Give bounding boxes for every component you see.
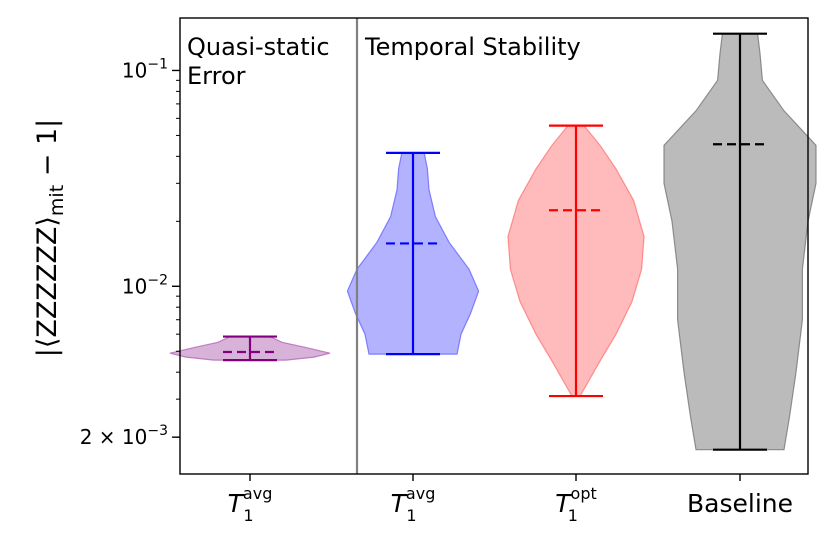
- y-axis-label: |⟨ZZZZZZ⟩mit − 1|: [32, 119, 68, 357]
- x-tick-label-2: Topt 1: [555, 484, 597, 525]
- y-tick-label-0: 10−1: [122, 56, 168, 82]
- section-label-1-line-0: Temporal Stability: [364, 33, 581, 61]
- x-tick-label-3: Baseline: [687, 489, 793, 518]
- y-tick-label-1: 10−2: [122, 272, 168, 298]
- x-tick-label-0: Tavg 1: [228, 484, 273, 525]
- plot-frame: [179, 17, 809, 475]
- y-tick-label-2: 2 × 10−3: [80, 423, 168, 449]
- section-label-0-line-0: Quasi-static: [187, 33, 330, 61]
- x-tick-label-1: Tavg 1: [391, 484, 436, 525]
- section-label-0-line-1: Error: [187, 62, 246, 90]
